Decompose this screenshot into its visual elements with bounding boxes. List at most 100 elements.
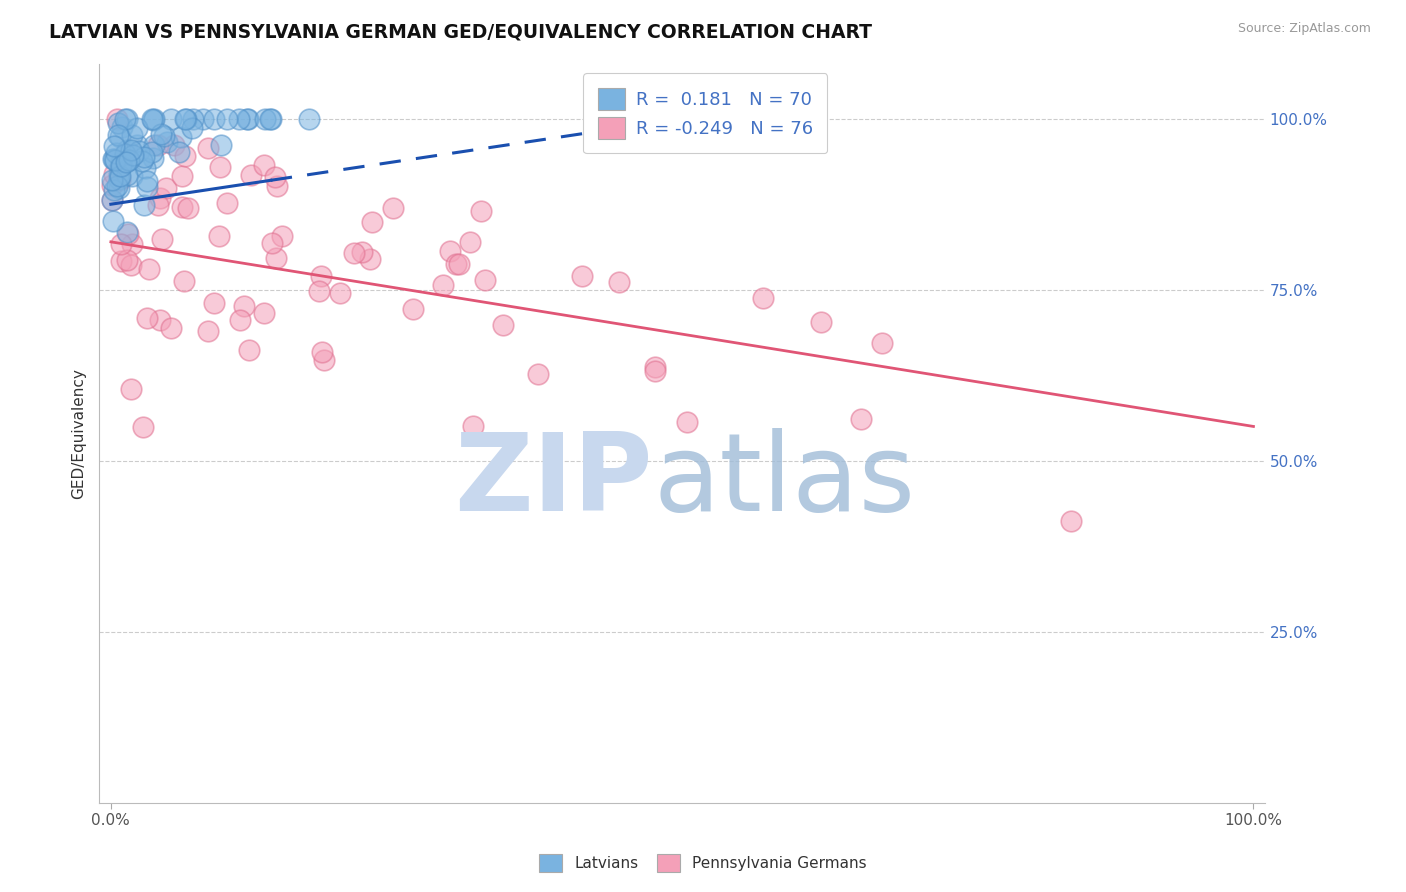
Point — [104, 146, 127, 161]
Point — [159, 320, 181, 334]
Point — [177, 201, 200, 215]
Point — [360, 215, 382, 229]
Point — [1060, 514, 1083, 528]
Point — [260, 112, 283, 126]
Point — [449, 257, 471, 271]
Point — [229, 313, 252, 327]
Point — [170, 200, 193, 214]
Point — [141, 145, 163, 159]
Point — [149, 127, 172, 141]
Point — [849, 411, 872, 425]
Point — [115, 112, 138, 126]
Point — [110, 236, 132, 251]
Point — [115, 225, 138, 239]
Legend: Latvians, Pennsylvania Germans: Latvians, Pennsylvania Germans — [531, 846, 875, 880]
Point — [117, 253, 139, 268]
Point — [209, 138, 232, 153]
Point — [571, 269, 593, 284]
Point — [128, 145, 150, 159]
Point — [117, 227, 139, 242]
Point — [470, 204, 492, 219]
Point — [174, 148, 197, 162]
Point — [156, 135, 179, 149]
Point — [117, 168, 139, 182]
Point — [135, 174, 157, 188]
Point — [309, 268, 332, 283]
Point — [155, 181, 177, 195]
Point — [810, 315, 832, 329]
Point — [149, 191, 172, 205]
Point — [107, 128, 129, 142]
Point — [107, 112, 129, 126]
Point — [180, 120, 202, 135]
Point — [152, 129, 174, 144]
Point — [103, 153, 125, 167]
Point — [127, 120, 149, 135]
Point — [138, 262, 160, 277]
Point — [117, 144, 139, 158]
Point — [343, 246, 366, 260]
Legend: R =  0.181   N = 70, R = -0.249   N = 76: R = 0.181 N = 70, R = -0.249 N = 76 — [583, 73, 827, 153]
Point — [240, 169, 263, 183]
Point — [125, 137, 148, 152]
Point — [492, 318, 515, 332]
Point — [259, 112, 281, 126]
Point — [439, 244, 461, 258]
Point — [120, 258, 142, 272]
Point — [312, 353, 335, 368]
Point — [131, 153, 153, 168]
Point — [121, 169, 143, 183]
Point — [675, 415, 697, 429]
Point — [110, 154, 132, 169]
Point — [134, 150, 156, 164]
Point — [149, 312, 172, 326]
Point — [253, 112, 276, 126]
Point — [105, 178, 128, 193]
Point — [146, 198, 169, 212]
Point — [271, 229, 294, 244]
Point — [110, 159, 132, 173]
Point — [444, 257, 467, 271]
Point — [260, 235, 283, 250]
Point — [238, 112, 260, 126]
Point — [228, 112, 250, 126]
Point — [359, 252, 381, 266]
Point — [644, 364, 666, 378]
Point — [104, 153, 127, 168]
Point — [461, 419, 484, 434]
Point — [142, 151, 165, 165]
Point — [108, 160, 131, 174]
Point — [197, 325, 219, 339]
Point — [191, 112, 214, 126]
Point — [298, 112, 321, 126]
Point — [170, 129, 193, 144]
Point — [134, 161, 156, 175]
Point — [115, 155, 138, 169]
Point — [311, 345, 333, 359]
Point — [208, 229, 231, 244]
Point — [167, 145, 190, 159]
Point — [107, 167, 129, 181]
Point — [751, 291, 773, 305]
Point — [202, 296, 225, 310]
Point — [108, 169, 131, 183]
Point — [607, 275, 630, 289]
Point — [142, 112, 165, 127]
Point — [208, 160, 231, 174]
Point — [101, 178, 124, 192]
Point — [163, 137, 186, 152]
Point — [108, 172, 131, 186]
Point — [382, 201, 405, 215]
Point — [120, 382, 142, 396]
Point — [172, 169, 194, 183]
Point — [108, 172, 131, 186]
Point — [103, 139, 125, 153]
Point — [160, 112, 183, 126]
Point — [236, 112, 259, 126]
Point — [263, 170, 285, 185]
Point — [266, 179, 288, 194]
Point — [117, 153, 139, 167]
Point — [110, 254, 132, 268]
Point — [264, 251, 287, 265]
Point — [136, 180, 159, 194]
